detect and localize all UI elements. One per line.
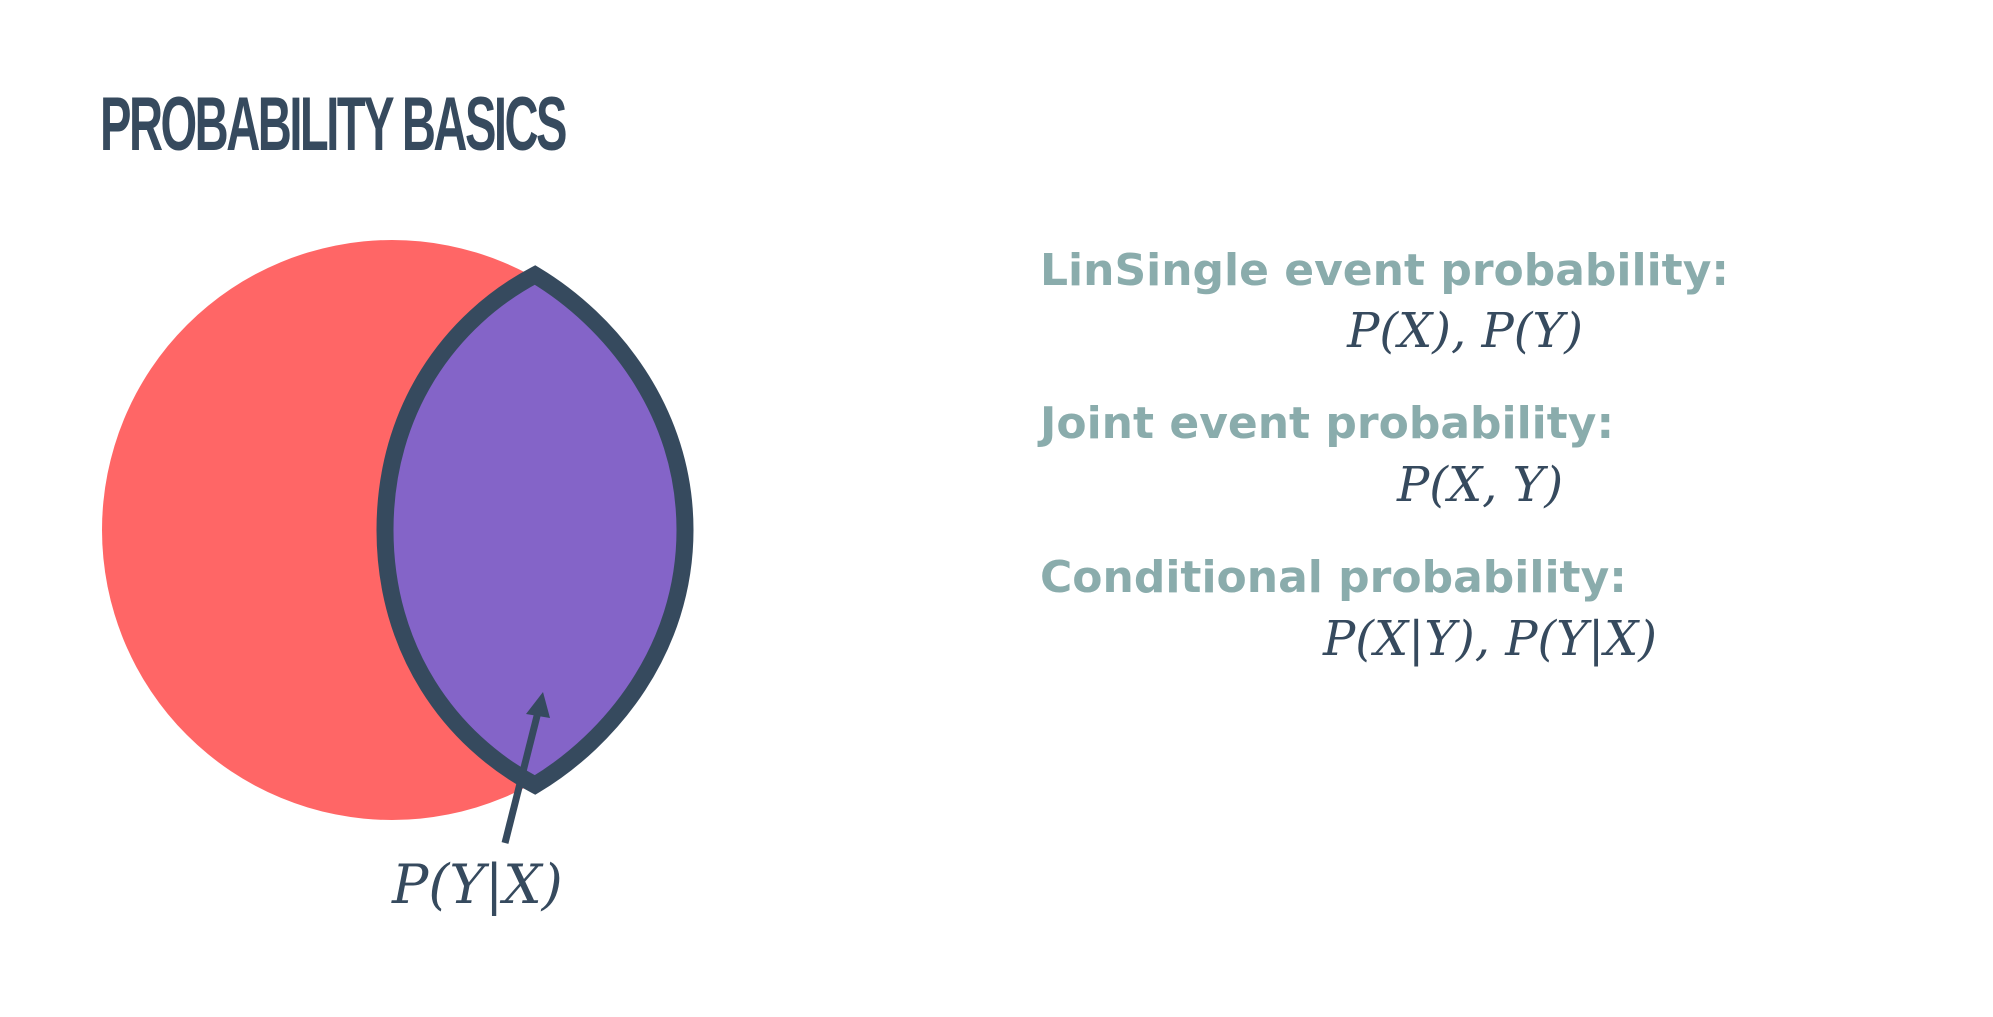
conditional-arrow-label: P(Y|X) (392, 853, 563, 916)
arrow-head-icon (526, 692, 550, 718)
single-event-heading: LinSingle event probability: (1040, 245, 1729, 296)
single-event-formula: P(X), P(Y) (1347, 303, 1583, 359)
slide-title: PROBABILITY BASICS (100, 82, 567, 167)
joint-event-heading: Joint event probability: (1040, 398, 1615, 449)
arrow-shaft (501, 711, 542, 844)
conditional-formula: P(X|Y), P(Y|X) (1322, 611, 1658, 667)
joint-event-formula: P(X, Y) (1396, 457, 1564, 513)
intersection-region (376, 265, 694, 795)
conditional-heading: Conditional probability: (1040, 552, 1627, 603)
